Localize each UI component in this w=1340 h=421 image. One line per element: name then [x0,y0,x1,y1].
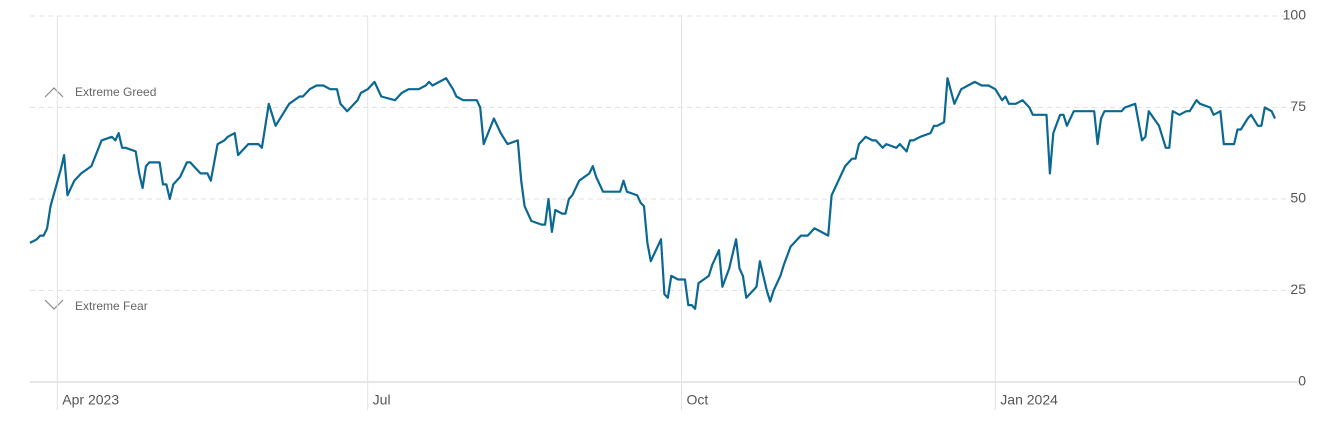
annotation: Extreme Greed [75,85,156,99]
x-tick-label: Jul [373,392,391,408]
y-tick-label: 75 [1290,98,1306,114]
y-tick-label: 100 [1283,7,1307,23]
y-tick-label: 50 [1290,190,1306,206]
y-tick-label: 25 [1290,281,1306,297]
fear-arrow [44,299,64,310]
x-tick-label: Apr 2023 [62,392,119,408]
series-line [29,77,1276,310]
greed-arrow [44,87,64,98]
x-tick-label: Oct [686,392,708,408]
y-tick-label: 0 [1298,373,1306,389]
x-tick-label: Jan 2024 [1000,392,1058,408]
annotation: Extreme Fear [75,299,148,313]
